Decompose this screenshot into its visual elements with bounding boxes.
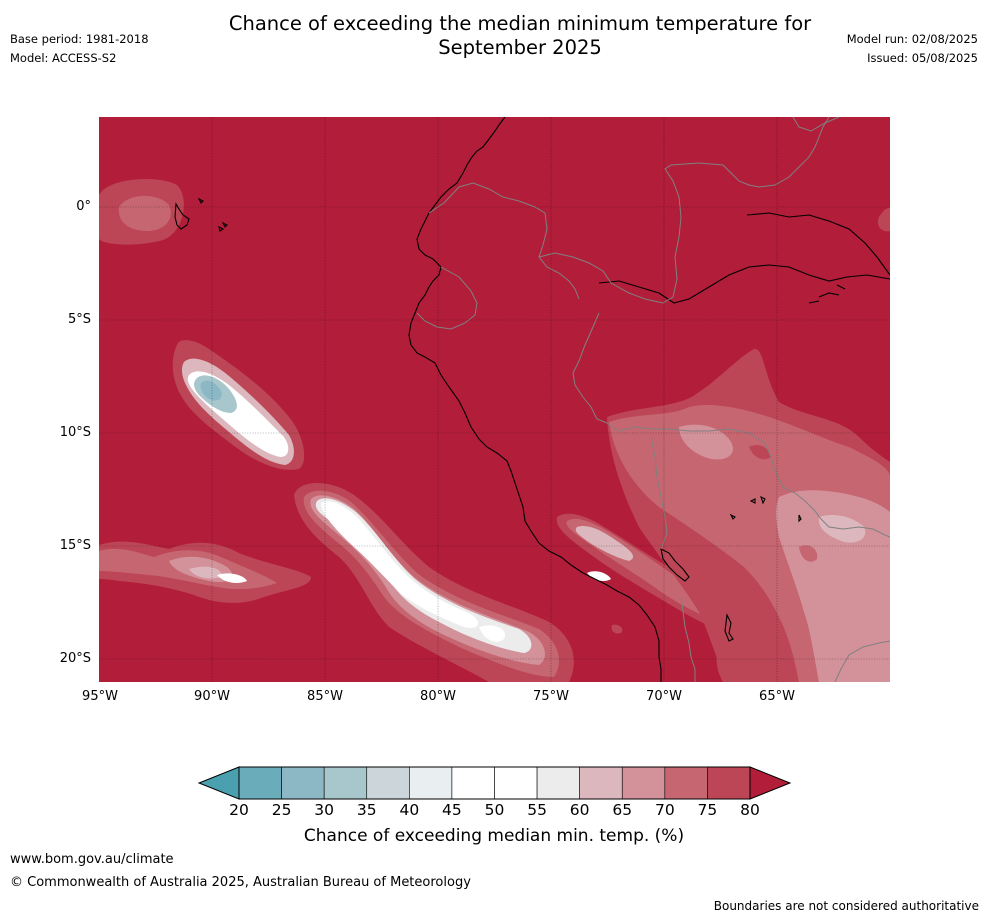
colorbar-tick: 50 — [484, 801, 505, 819]
lon-label-85w: 85°W — [307, 689, 343, 704]
issued-date: Issued: 05/08/2025 — [867, 51, 978, 65]
colorbar-bin — [707, 766, 751, 800]
lat-label-20s: 20°S — [59, 651, 91, 666]
colorbar-bins — [238, 766, 751, 800]
lon-label-95w: 95°W — [82, 689, 118, 704]
colorbar-bin — [494, 766, 538, 800]
lon-label-70w: 70°W — [646, 689, 682, 704]
map-title: Chance of exceeding the median minimum t… — [150, 12, 890, 60]
colorbar-bin — [621, 766, 666, 800]
lon-label-65w: 65°W — [759, 689, 795, 704]
colorbar-tick: 20 — [229, 801, 249, 819]
southwest-band — [99, 541, 311, 603]
colorbar-label: Chance of exceeding median min. temp. (%… — [303, 826, 685, 846]
west-cool-streak — [172, 340, 305, 470]
colorbar-tick: 75 — [697, 801, 718, 819]
colorbar-bin — [281, 766, 325, 800]
colorbar-tick: 60 — [569, 801, 590, 819]
southeast-interior — [607, 348, 890, 682]
colorbar-under-arrow — [197, 766, 240, 800]
colorbar — [197, 766, 792, 800]
probability-map — [99, 117, 890, 682]
east-edge-blob — [877, 207, 890, 232]
colorbar-tick: 80 — [740, 801, 760, 819]
model-run: Model run: 02/08/2025 — [846, 32, 978, 46]
coastlines — [174, 117, 890, 682]
colorbar-bin — [664, 766, 708, 800]
model-name: Model: ACCESS-S2 — [10, 51, 117, 65]
base-period: Base period: 1981-2018 — [10, 32, 149, 46]
country-borders — [416, 117, 890, 682]
colorbar-bin — [579, 766, 623, 800]
meta-right: Model run: 02/08/2025 Issued: 05/08/2025 — [847, 30, 978, 68]
colorbar-tick: 65 — [612, 801, 633, 819]
lon-label-90w: 90°W — [194, 689, 230, 704]
colorbar-bin — [323, 766, 368, 800]
colorbar-tick: 45 — [442, 801, 462, 819]
colorbar-bin — [451, 766, 495, 800]
meta-left: Base period: 1981-2018 Model: ACCESS-S2 — [10, 30, 149, 68]
colorbar-tick: 35 — [356, 801, 377, 819]
colorbar-tick: 40 — [399, 801, 420, 819]
lon-label-75w: 75°W — [533, 689, 569, 704]
galapagos-anomaly — [99, 179, 184, 245]
graticule — [99, 117, 890, 682]
colorbar-tick: 25 — [271, 801, 292, 819]
colorbar-tick: 70 — [654, 801, 675, 819]
footer-disclaimer: Boundaries are not considered authoritat… — [713, 899, 979, 913]
colorbar-bin — [409, 766, 453, 800]
colorbar-outline — [238, 766, 751, 800]
lat-label-10s: 10°S — [59, 425, 91, 440]
colorbar-bin — [238, 766, 282, 800]
footer-copyright: © Commonwealth of Australia 2025, Austra… — [10, 875, 471, 890]
lat-label-5s: 5°S — [67, 312, 91, 327]
footer-url[interactable]: www.bom.gov.au/climate — [10, 852, 174, 867]
lon-label-80w: 80°W — [420, 689, 456, 704]
title-line-2: September 2025 — [438, 36, 602, 59]
south-cool-streak — [294, 483, 574, 682]
title-line-1: Chance of exceeding the median minimum t… — [228, 12, 812, 35]
colorbar-tick: 30 — [314, 801, 335, 819]
lat-label-15s: 15°S — [59, 538, 91, 553]
colorbar-bin — [366, 766, 410, 800]
colorbar-tick: 55 — [527, 801, 547, 819]
lat-label-0: 0° — [76, 199, 91, 214]
colorbar-over-arrow — [749, 766, 792, 800]
colorbar-bin — [536, 766, 580, 800]
